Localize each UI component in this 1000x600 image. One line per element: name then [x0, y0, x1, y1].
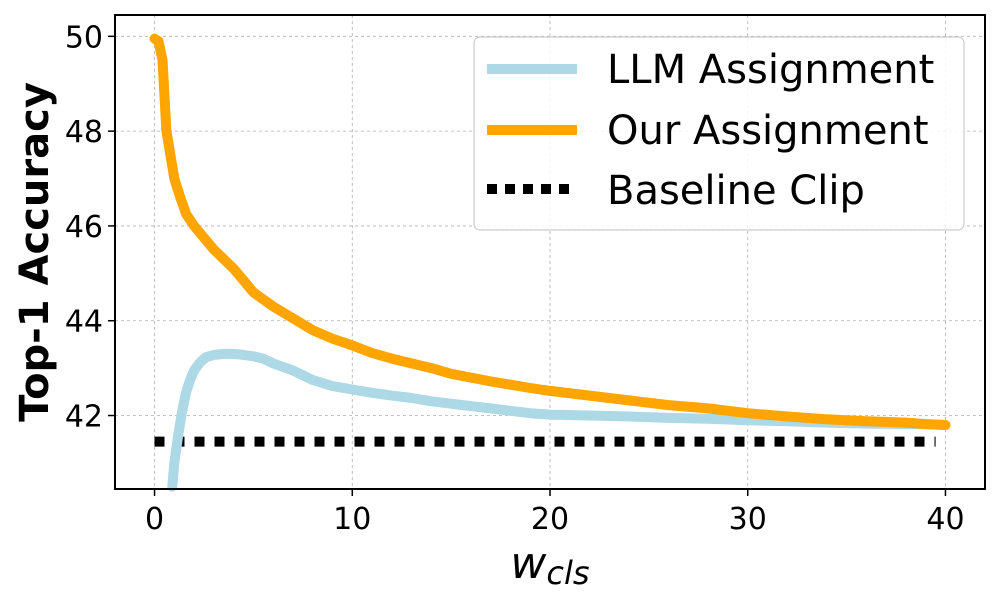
x-tick-label-30: 30 [729, 502, 767, 537]
series-line-llm-assignment [167, 348, 951, 492]
y-tick-label-42: 42 [65, 400, 103, 435]
x-axis-label-subscript: cls [546, 554, 589, 592]
y-tick-label-48: 48 [65, 115, 103, 150]
y-tick-label-50: 50 [65, 20, 103, 55]
x-axis-label: wcls [510, 538, 589, 592]
x-tick-label-10: 10 [333, 502, 371, 537]
x-axis-label-main: w [510, 538, 547, 589]
legend: LLM Assignment Our Assignment Baseline C… [473, 36, 965, 231]
y-axis-label: Top-1 Accuracy [12, 82, 58, 422]
x-tick-label-20: 20 [531, 502, 569, 537]
x-tick-label-0: 0 [145, 502, 164, 537]
x-axis-ticks: 0 10 20 30 40 [145, 489, 965, 537]
series-line-our-assignment [149, 33, 951, 430]
legend-label-our-assignment: Our Assignment [607, 108, 929, 154]
legend-label-llm-assignment: LLM Assignment [607, 47, 934, 93]
series-layer [149, 33, 951, 492]
y-tick-label-46: 46 [65, 210, 103, 245]
y-axis-ticks: 42 44 46 48 50 [65, 20, 115, 435]
legend-box [473, 36, 965, 231]
y-tick-label-44: 44 [65, 305, 103, 340]
legend-label-baseline-clip: Baseline Clip [607, 168, 865, 214]
x-tick-label-40: 40 [926, 502, 964, 537]
